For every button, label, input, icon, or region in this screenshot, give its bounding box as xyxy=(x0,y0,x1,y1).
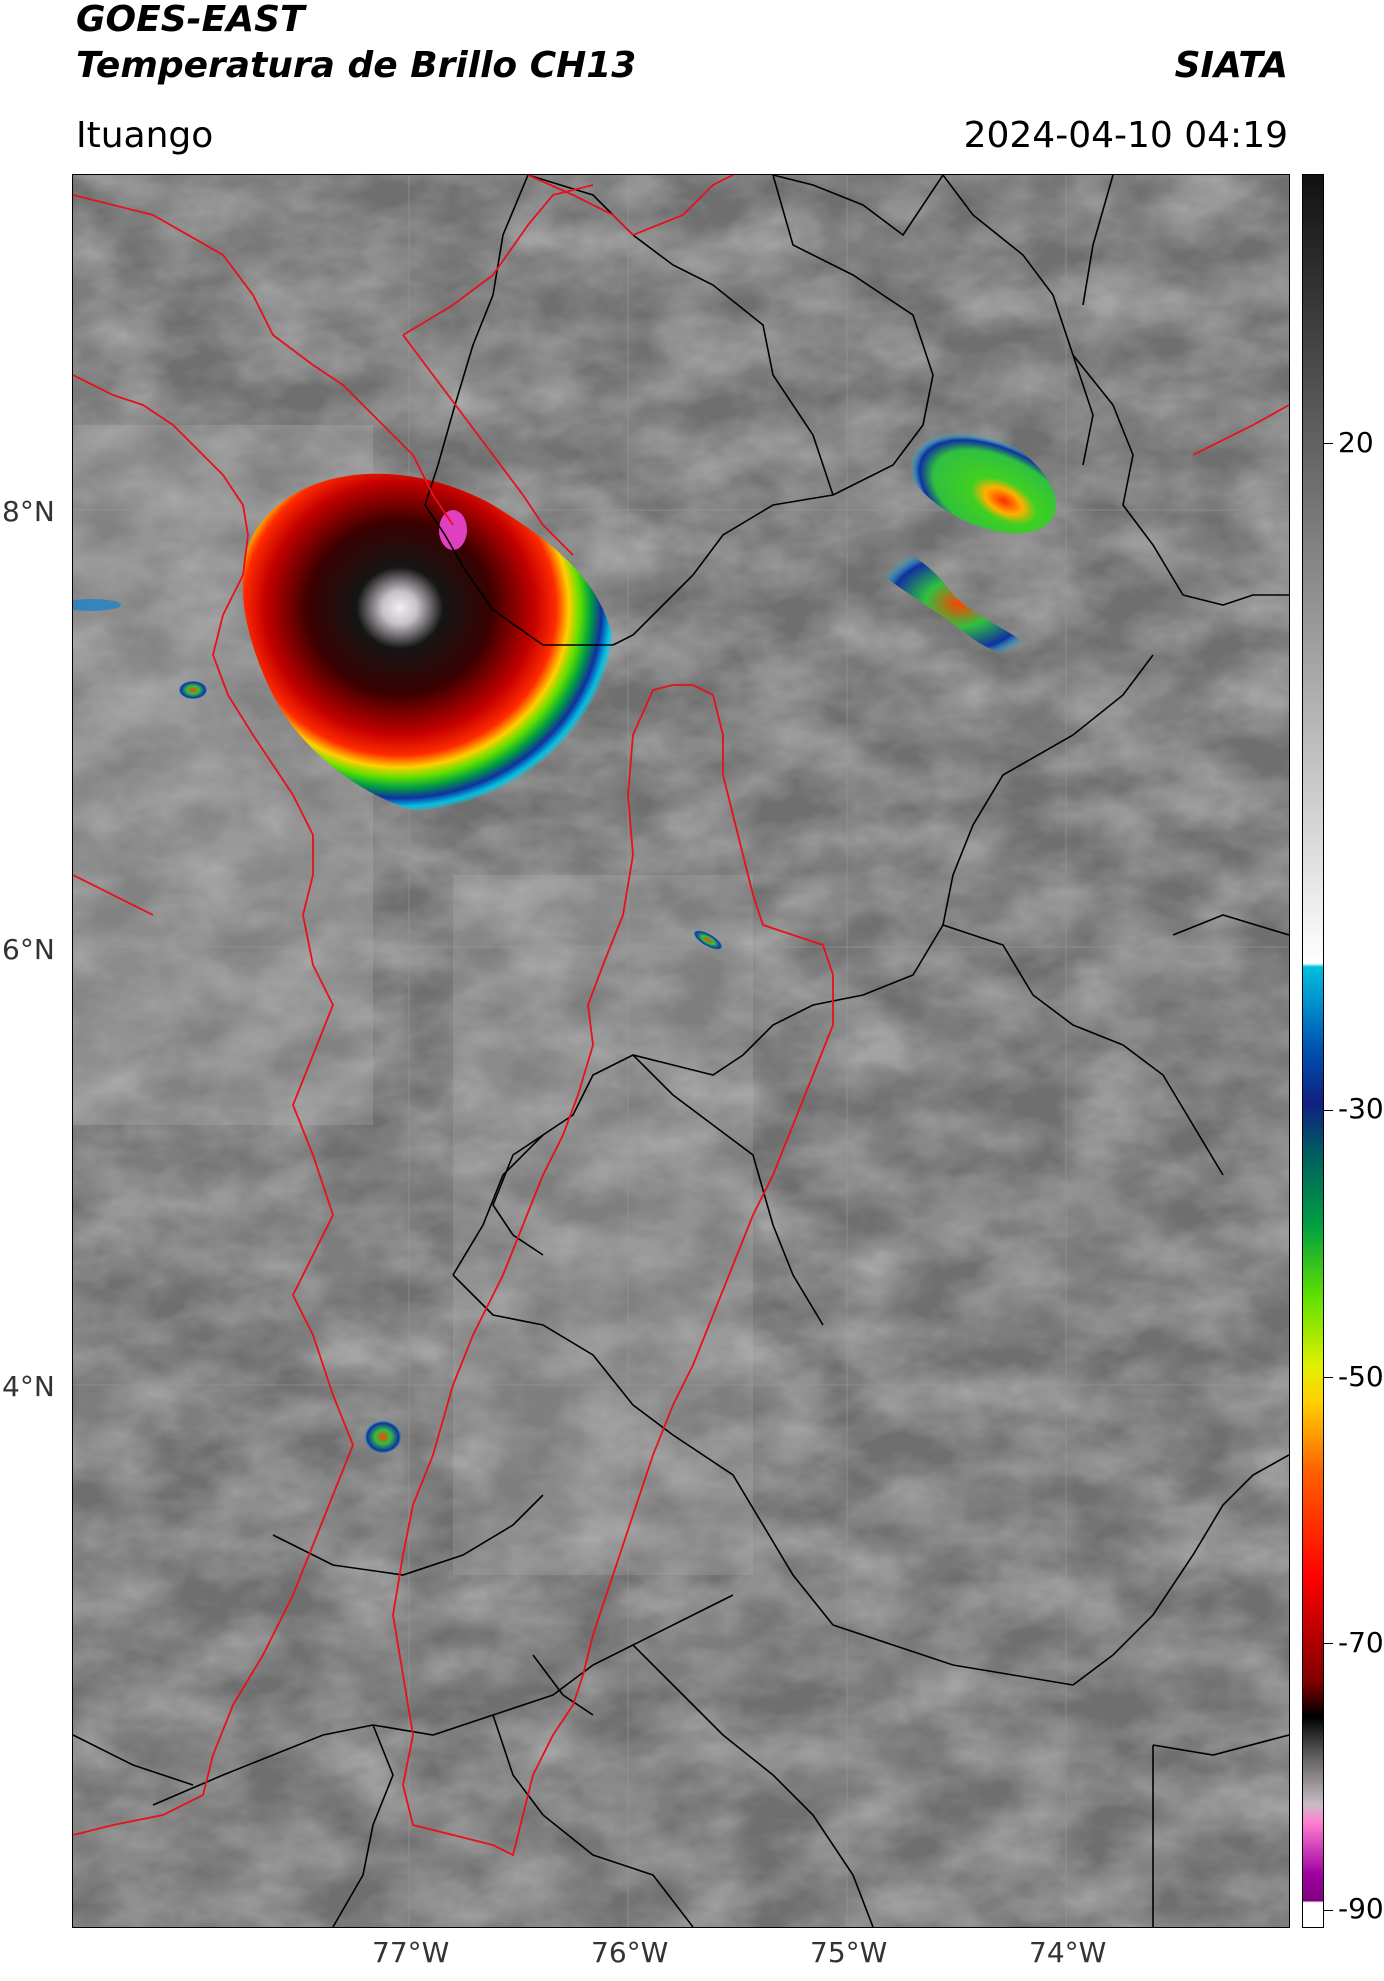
lon-tick-77w: 77°W xyxy=(372,1936,450,1969)
map-canvas xyxy=(73,175,1289,1927)
colorbar-gradient xyxy=(1303,175,1323,1927)
lat-tick-8n: 8°N xyxy=(2,495,55,528)
storm-cells xyxy=(73,420,1056,1453)
storm-cell-coast xyxy=(365,1421,401,1453)
storm-cell-main xyxy=(242,473,617,827)
lat-tick-4n: 4°N xyxy=(2,1370,55,1403)
region-label: Ituango xyxy=(76,115,214,156)
datetime-label: 2024-04-10 04:19 xyxy=(963,115,1288,156)
colorbar-tick-minus90: -90 xyxy=(1338,1892,1384,1925)
satellite-map[interactable] xyxy=(72,174,1290,1928)
lon-tick-74w: 74°W xyxy=(1029,1936,1107,1969)
storm-band-east xyxy=(881,549,1038,657)
colorbar-tick-20: 20 xyxy=(1338,426,1374,459)
storm-cell-west xyxy=(179,681,207,699)
site-label: SIATA xyxy=(1174,45,1288,86)
colorbar-tick-minus30: -30 xyxy=(1338,1092,1384,1125)
title-line-2: Temperatura de Brillo CH13 xyxy=(76,45,637,86)
graticule xyxy=(73,175,1289,1927)
storm-cell-center xyxy=(693,930,723,950)
lon-tick-75w: 75°W xyxy=(810,1936,888,1969)
political-borders xyxy=(73,175,1289,1927)
lon-tick-76w: 76°W xyxy=(591,1936,669,1969)
colorbar xyxy=(1302,174,1324,1928)
colorbar-tick-minus50: -50 xyxy=(1338,1360,1384,1393)
storm-cell-east xyxy=(900,420,1056,534)
coastline-and-basin xyxy=(73,175,1289,1857)
lat-tick-6n: 6°N xyxy=(2,933,55,966)
title-line-1: GOES-EAST xyxy=(76,0,305,40)
colorbar-tick-minus70: -70 xyxy=(1338,1626,1384,1659)
